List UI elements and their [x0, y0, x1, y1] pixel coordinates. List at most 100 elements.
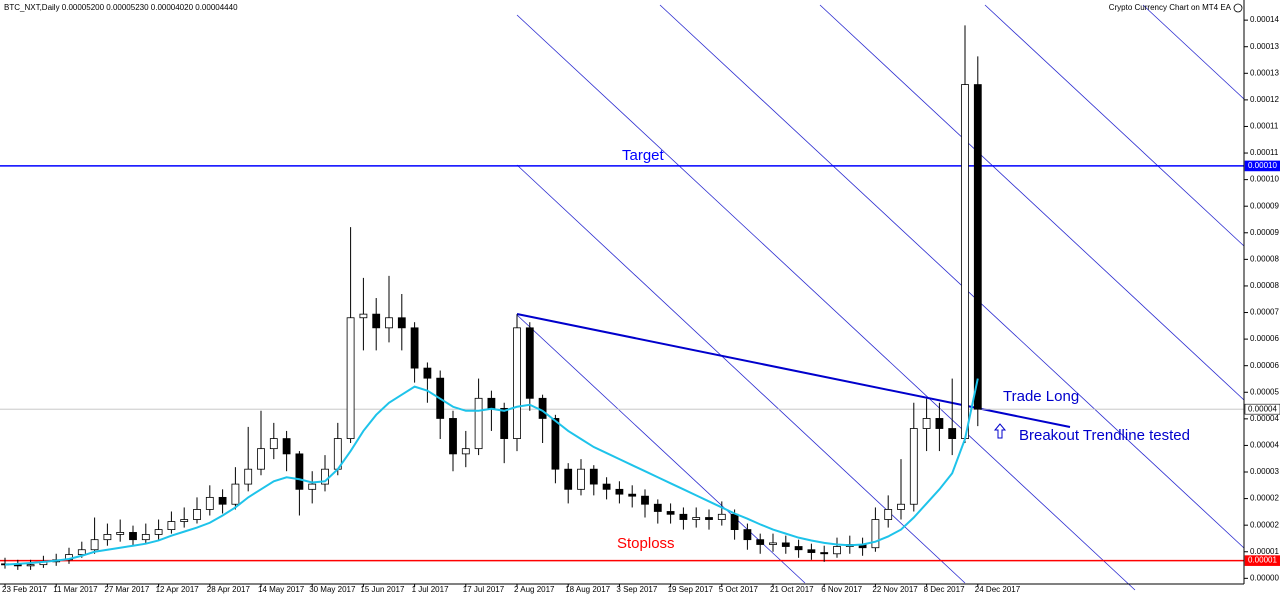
candle-body: [269, 438, 278, 450]
candle-body: [500, 407, 509, 439]
x-tick-label: 22 Nov 2017: [872, 585, 918, 594]
stoploss-label-box: [1244, 555, 1280, 566]
candle-body: [769, 542, 777, 545]
plot: [0, 25, 1244, 570]
channel-line: [516, 314, 806, 584]
candle-body: [538, 397, 547, 419]
candle-body: [129, 532, 137, 541]
x-tick-label: 14 May 2017: [258, 585, 305, 594]
candle-body: [551, 418, 560, 470]
candle-body: [909, 428, 918, 505]
y-tick-label: 0.00006: [1250, 334, 1279, 343]
y-tick-label: 0.00004: [1250, 441, 1279, 450]
y-tick-label: 0.00002: [1250, 494, 1279, 503]
x-tick-label: 6 Nov 2017: [821, 585, 862, 594]
last_price-label: 0.00004: [1248, 404, 1277, 413]
x-tick-label: 17 Jul 2017: [463, 585, 505, 594]
channel-line: [984, 4, 1245, 247]
y-tick-label: 0.00004: [1250, 414, 1279, 423]
y-tick-label: 0.00008: [1250, 254, 1279, 263]
y-tick-label: 0.00006: [1250, 361, 1279, 370]
candle-body: [679, 513, 688, 520]
y-tick-label: 0.00003: [1250, 467, 1279, 476]
x-tick-label: 18 Aug 2017: [565, 585, 610, 594]
y-tick-label: 0.00001: [1250, 547, 1279, 556]
candle-body: [474, 397, 483, 450]
y-tick-label: 0.00008: [1250, 281, 1279, 290]
target-label: 0.00010: [1248, 161, 1277, 170]
candle-body: [973, 84, 982, 410]
candle-body: [884, 509, 893, 520]
candle-body: [257, 448, 265, 470]
y-tick-label: 0.00007: [1250, 308, 1279, 317]
channel-line: [1142, 4, 1245, 100]
candle-body: [244, 468, 253, 485]
y-tick-label: 0.00010: [1250, 175, 1279, 184]
candle-body: [961, 84, 969, 439]
candle-body: [77, 549, 86, 555]
stoploss-text: Stoploss: [617, 535, 675, 552]
candle-body: [116, 532, 125, 535]
x-tick-label: 12 Apr 2017: [156, 585, 200, 594]
candle-body: [525, 327, 534, 399]
y-tick-label: 0.00009: [1250, 201, 1279, 210]
annotation: Breakout Trendline tested: [1019, 427, 1190, 444]
stoploss-label: 0.00001: [1248, 556, 1277, 565]
candle-body: [397, 317, 406, 329]
annotation: Trade Long: [1003, 388, 1079, 405]
candle-body: [666, 511, 675, 515]
candle-body: [628, 493, 637, 497]
candle-body: [615, 488, 624, 495]
watermark: Crypto Currency Chart on MT4 EA: [1109, 3, 1232, 12]
candle-body: [103, 534, 112, 541]
channel-line: [516, 14, 1136, 591]
last_price-label-box: [1244, 403, 1280, 415]
target-label-box: [1244, 160, 1280, 172]
y-tick-label: 0.00002: [1250, 520, 1279, 529]
candle-body: [653, 503, 662, 512]
candle-body: [385, 317, 393, 329]
x-tick-label: 3 Sep 2017: [616, 585, 657, 594]
candle-body: [513, 327, 521, 439]
candle-body: [717, 513, 726, 520]
candle-body: [231, 483, 240, 505]
candle-body: [282, 438, 291, 455]
candle-body: [423, 367, 432, 379]
y-tick-label: 0.00005: [1250, 387, 1279, 396]
candle-body: [820, 552, 829, 555]
candle-body: [141, 534, 150, 541]
candle-body: [372, 313, 381, 329]
x-tick-label: 2 Aug 2017: [514, 585, 555, 594]
candle-body: [205, 496, 214, 510]
candle-body: [577, 468, 585, 490]
x-tick-label: 23 Feb 2017: [2, 585, 47, 594]
candle-body: [218, 496, 227, 505]
candle-body: [154, 529, 163, 535]
x-tick-label: 19 Sep 2017: [668, 585, 714, 594]
candle-body: [897, 503, 905, 510]
arrow-up: [993, 423, 1007, 439]
candle-body: [449, 418, 457, 455]
candle-body: [487, 397, 496, 409]
y-tick-label: 0.00013: [1250, 42, 1279, 51]
x-tick-label: 28 Apr 2017: [207, 585, 251, 594]
x-tick-label: 30 May 2017: [309, 585, 356, 594]
watermark-icon: [1233, 3, 1243, 13]
channel-line: [819, 4, 1245, 401]
candle-body: [743, 529, 752, 541]
candle-body: [346, 317, 355, 439]
candle-body: [602, 483, 611, 490]
candle-body: [794, 546, 803, 551]
x-tick-label: 11 Mar 2017: [53, 585, 98, 594]
candle-body: [641, 495, 649, 505]
candle-body: [705, 517, 713, 520]
candle-body: [948, 428, 957, 439]
candle-body: [589, 468, 598, 485]
y-tick-label: 0.00012: [1250, 95, 1279, 104]
target-text: Target: [622, 147, 665, 164]
candle-body: [180, 519, 189, 522]
candle-body: [756, 539, 765, 545]
x-tick-label: 1 Jul 2017: [412, 585, 449, 594]
